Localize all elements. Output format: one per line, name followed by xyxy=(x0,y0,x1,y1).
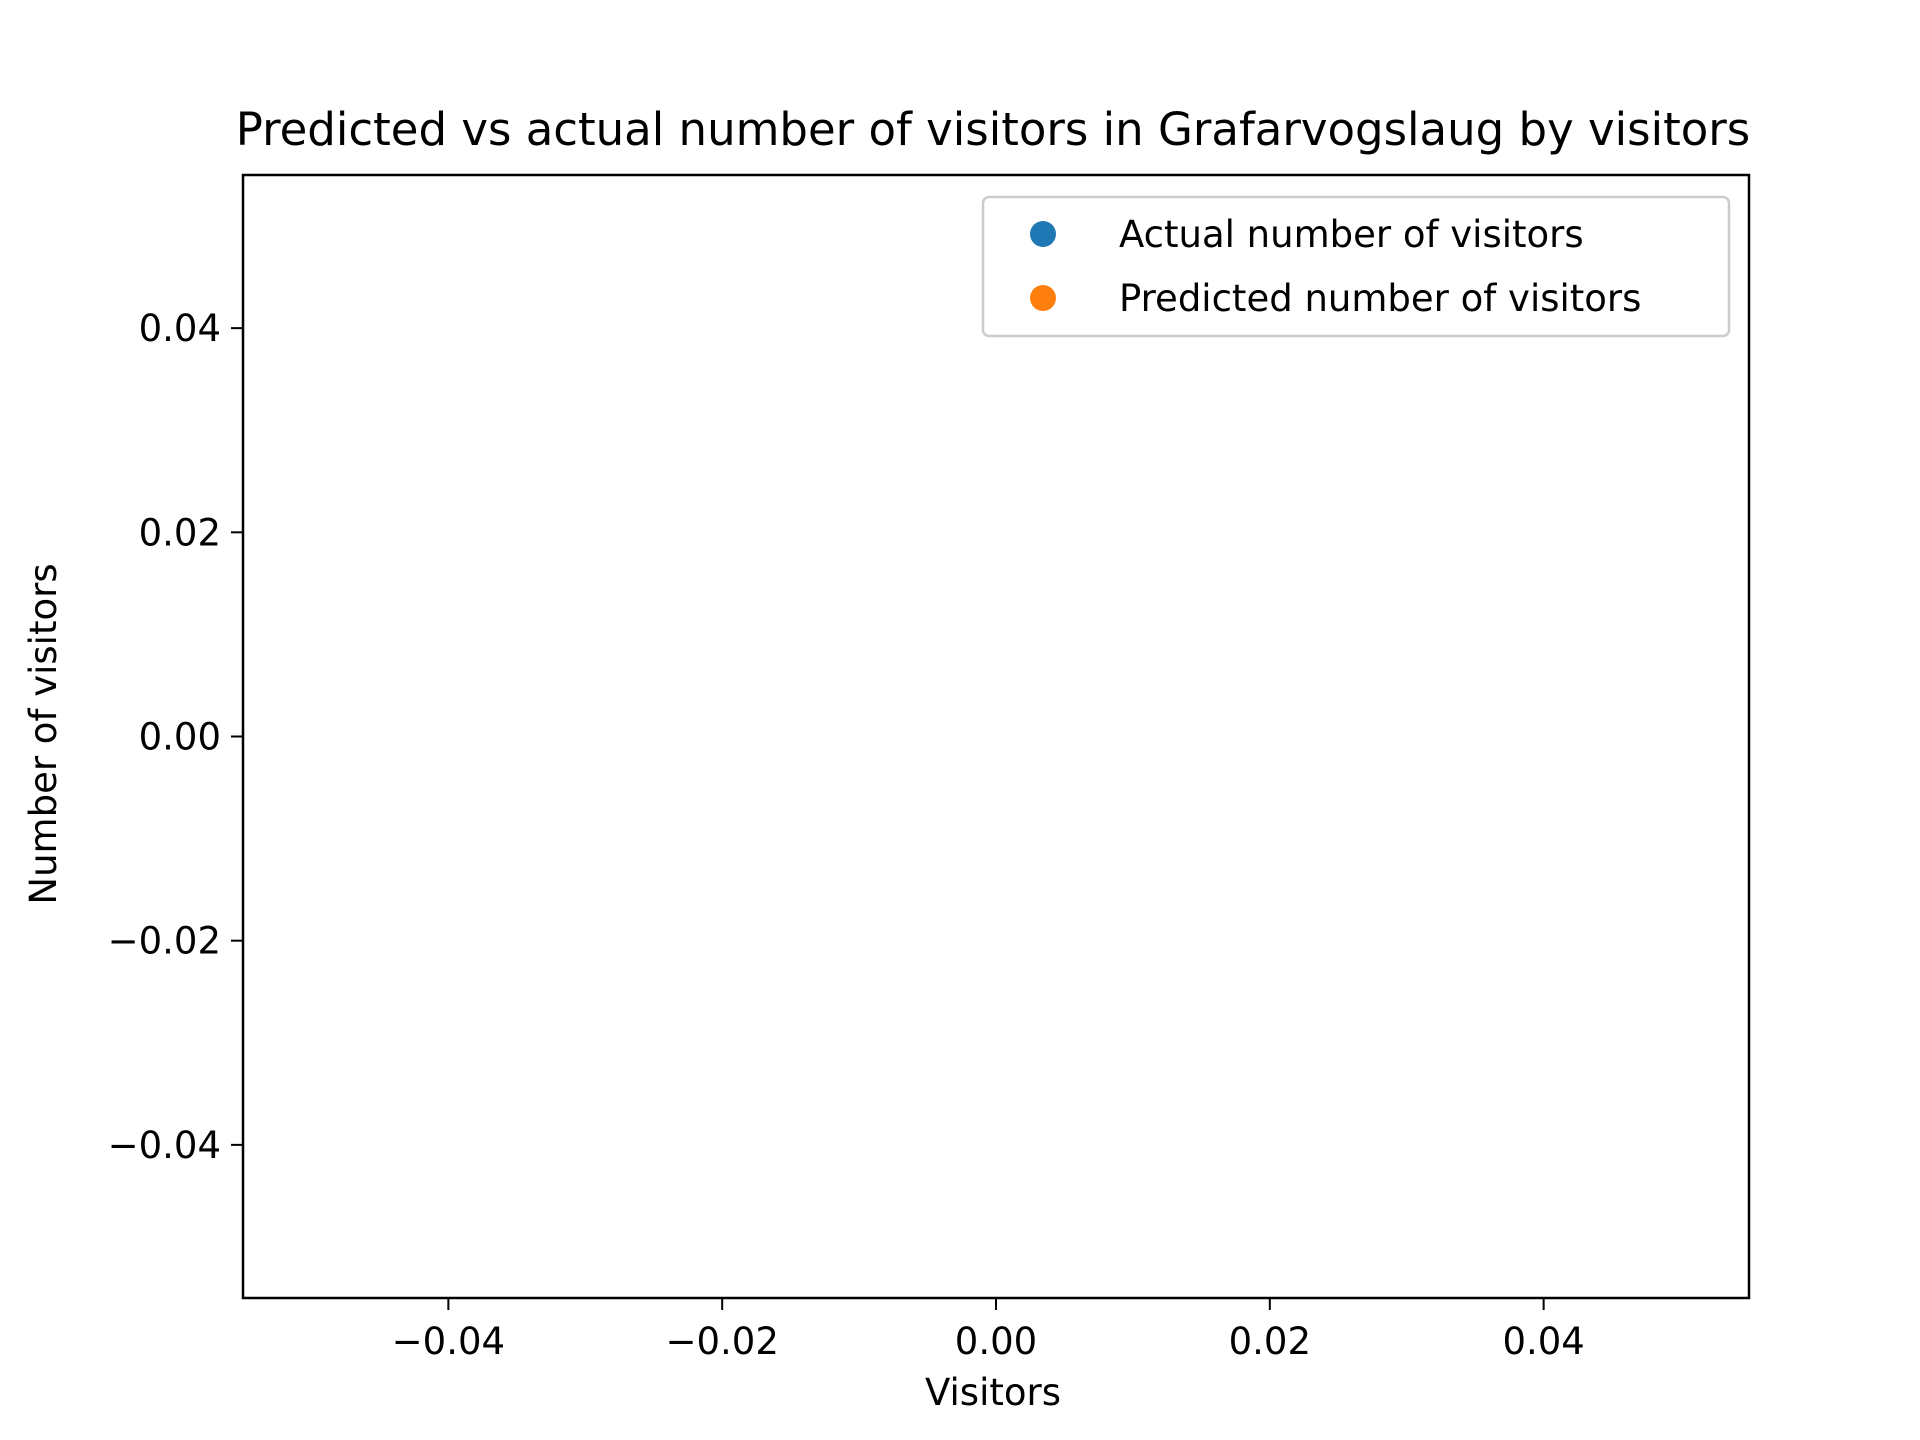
x-tick-label: −0.04 xyxy=(392,1320,505,1363)
legend-marker xyxy=(1030,221,1056,247)
y-tick-label: 0.02 xyxy=(139,511,221,554)
x-tick-label: 0.00 xyxy=(955,1320,1037,1363)
y-axis: −0.04 −0.02 0.00 0.02 0.04 xyxy=(108,307,243,1167)
x-axis: −0.04 −0.02 0.00 0.02 0.04 xyxy=(392,1298,1585,1363)
y-tick-label: −0.02 xyxy=(108,920,221,963)
legend-label: Predicted number of visitors xyxy=(1119,277,1641,320)
legend: Actual number of visitors Predicted numbe… xyxy=(981,195,1731,338)
y-axis-label: Number of visitors xyxy=(22,563,65,904)
legend-frame xyxy=(981,195,1731,338)
x-tick-label: 0.02 xyxy=(1229,1320,1311,1363)
y-tick-label: 0.04 xyxy=(139,307,221,350)
legend-label: Actual number of visitors xyxy=(1119,213,1584,256)
x-tick-label: 0.04 xyxy=(1502,1320,1584,1363)
y-tick-label: −0.04 xyxy=(108,1124,221,1167)
x-axis-label: Visitors xyxy=(925,1371,1061,1414)
chart-title: Predicted vs actual number of visitors i… xyxy=(236,103,1750,156)
legend-marker xyxy=(1030,285,1056,311)
y-tick-label: 0.00 xyxy=(139,716,221,759)
x-tick-label: −0.02 xyxy=(665,1320,778,1363)
